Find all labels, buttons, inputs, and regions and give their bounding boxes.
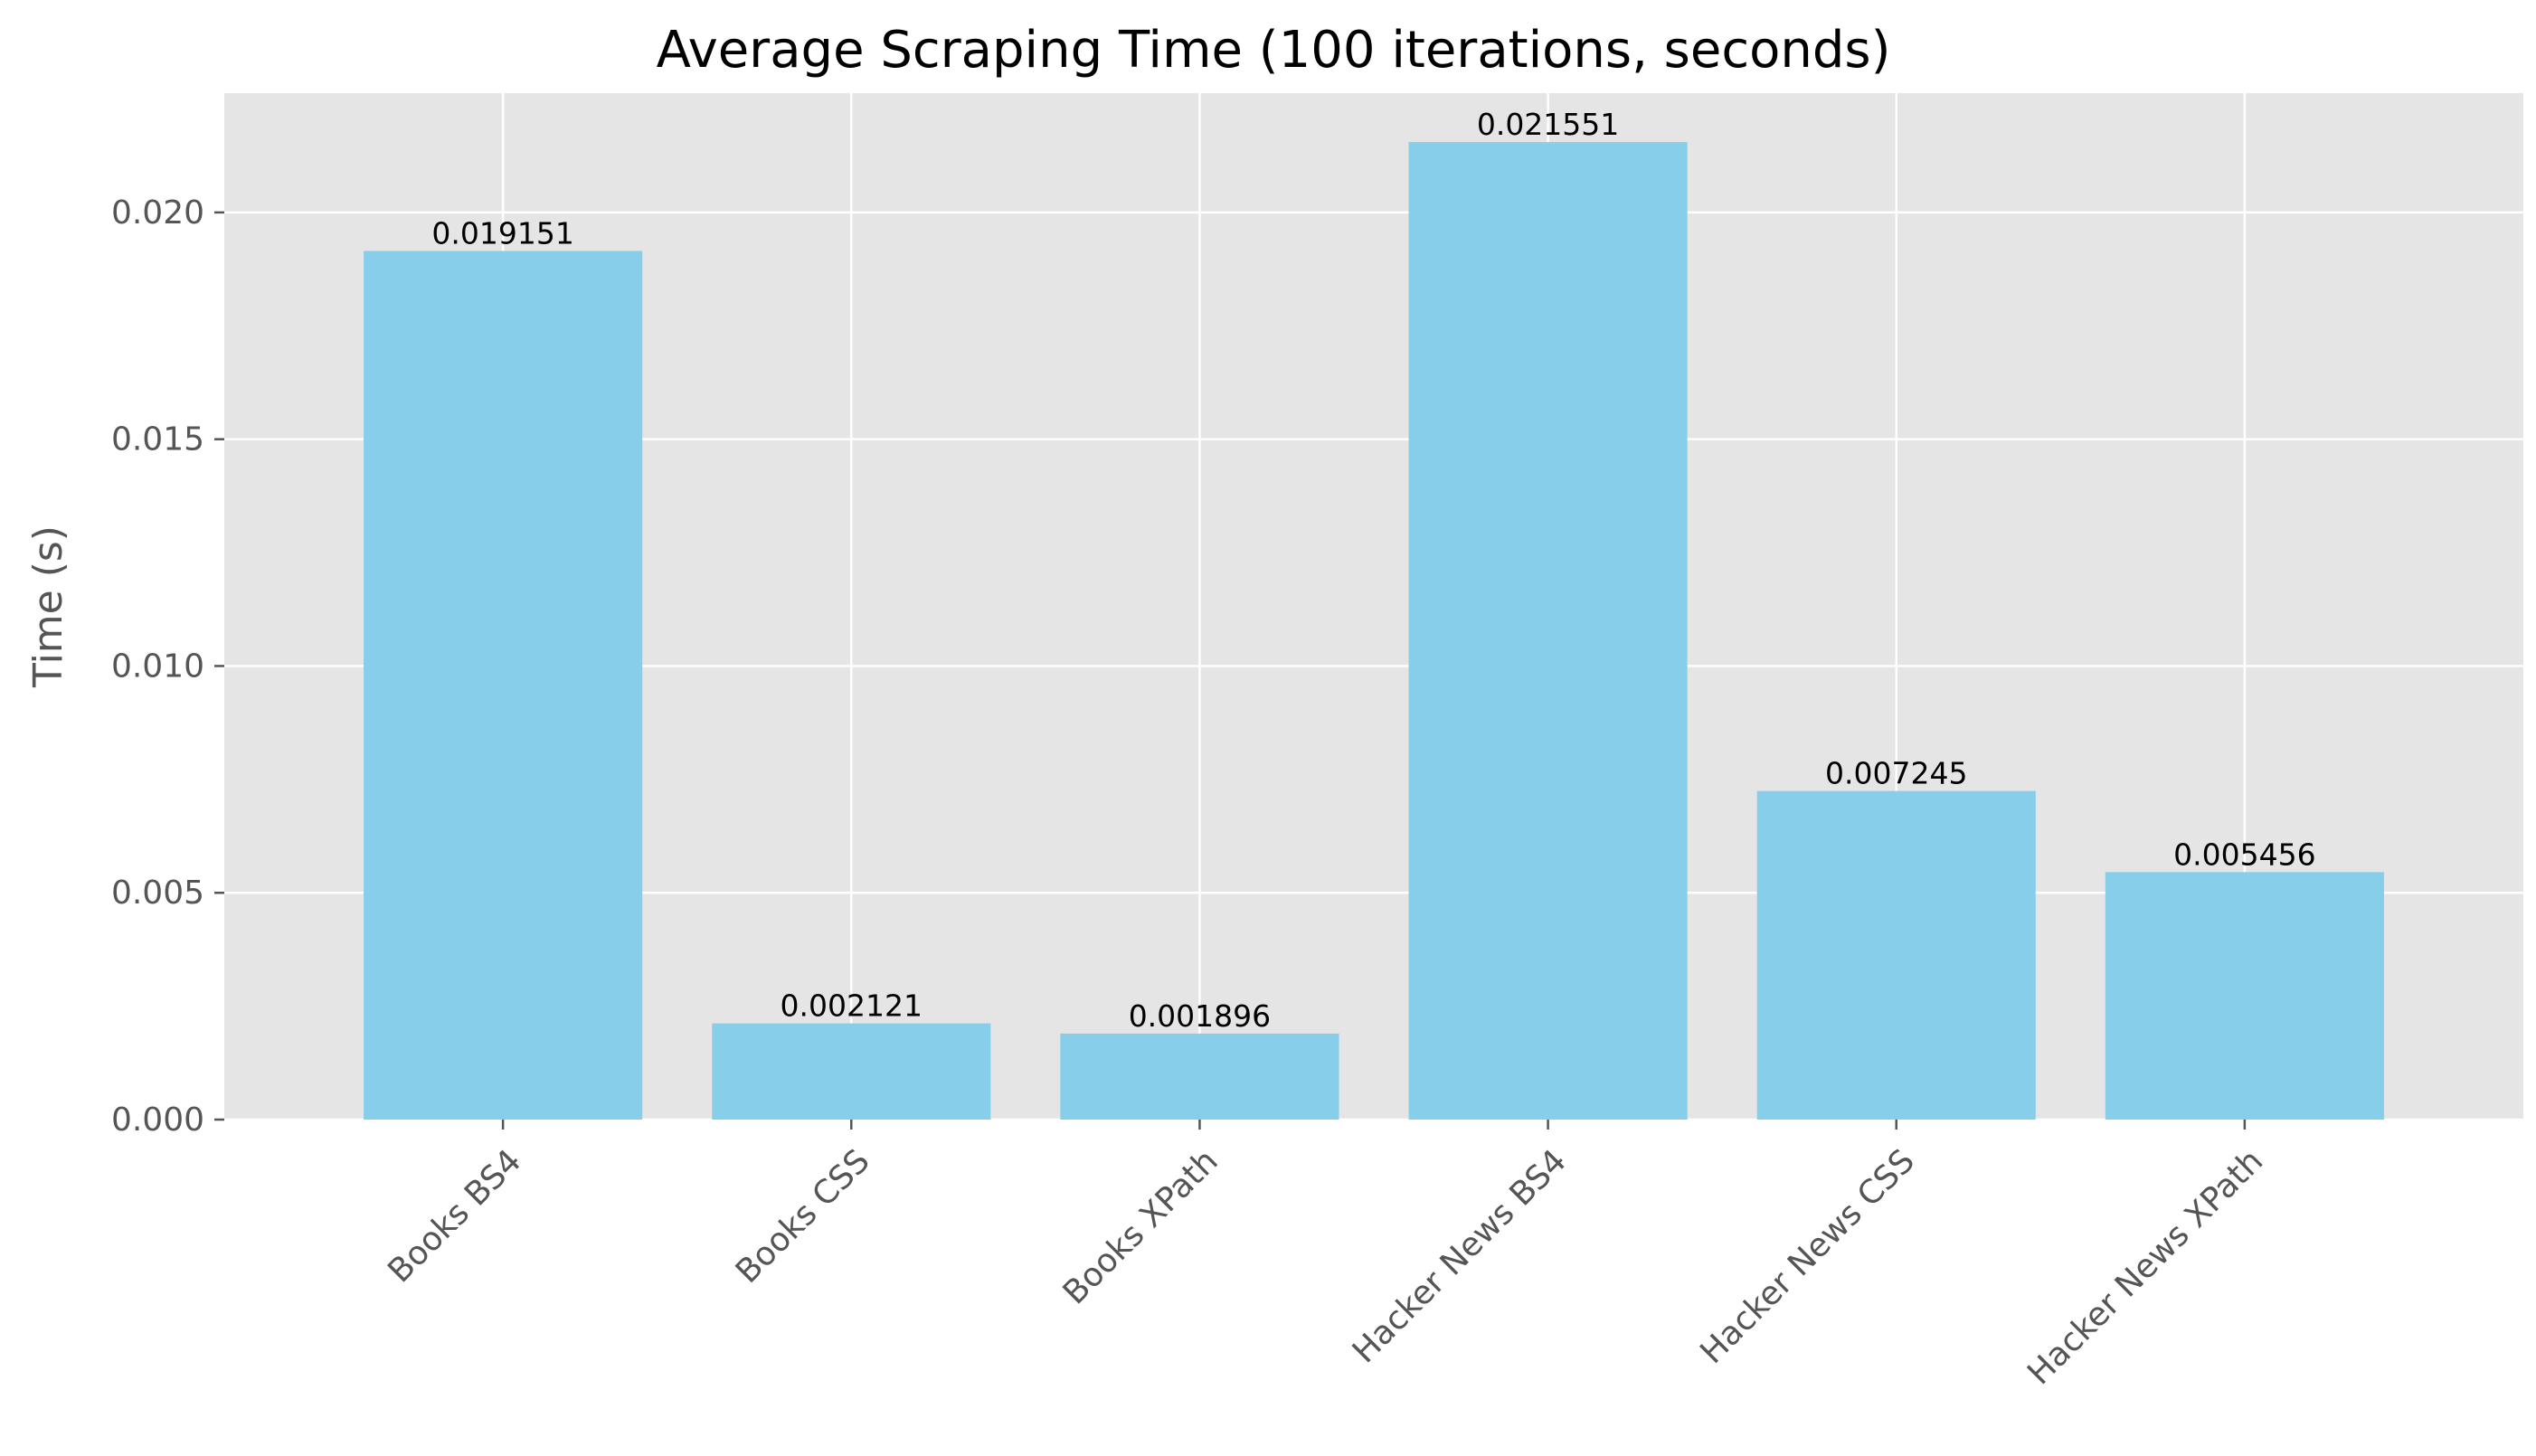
bar — [712, 1023, 991, 1120]
y-tick-label: 0.020 — [111, 194, 204, 232]
bar-value-label: 0.005456 — [2173, 837, 2315, 872]
bar-value-label: 0.019151 — [431, 215, 573, 251]
bar — [2105, 872, 2384, 1120]
bars — [364, 142, 2384, 1120]
y-axis: 0.000 0.005 0.010 0.015 0.020 — [111, 194, 224, 1139]
y-axis-label: Time (s) — [25, 525, 71, 688]
bar-value-label: 0.007245 — [1825, 756, 1967, 791]
y-tick-label: 0.005 — [111, 875, 204, 912]
y-tick-label: 0.015 — [111, 421, 204, 459]
bar-value-label: 0.021551 — [1477, 107, 1619, 142]
bar-value-label: 0.001896 — [1129, 998, 1271, 1034]
bar — [1408, 142, 1688, 1120]
chart-title: Average Scraping Time (100 iterations, s… — [657, 21, 1891, 80]
bar — [364, 251, 643, 1120]
y-tick-label: 0.010 — [111, 648, 204, 685]
bar — [1060, 1033, 1339, 1120]
data-labels: 0.019151 0.002121 0.001896 0.021551 0.007245… — [431, 107, 2315, 1034]
y-tick-label: 0.000 — [111, 1101, 204, 1139]
bar — [1756, 790, 2036, 1120]
bar-value-label: 0.002121 — [781, 988, 923, 1024]
